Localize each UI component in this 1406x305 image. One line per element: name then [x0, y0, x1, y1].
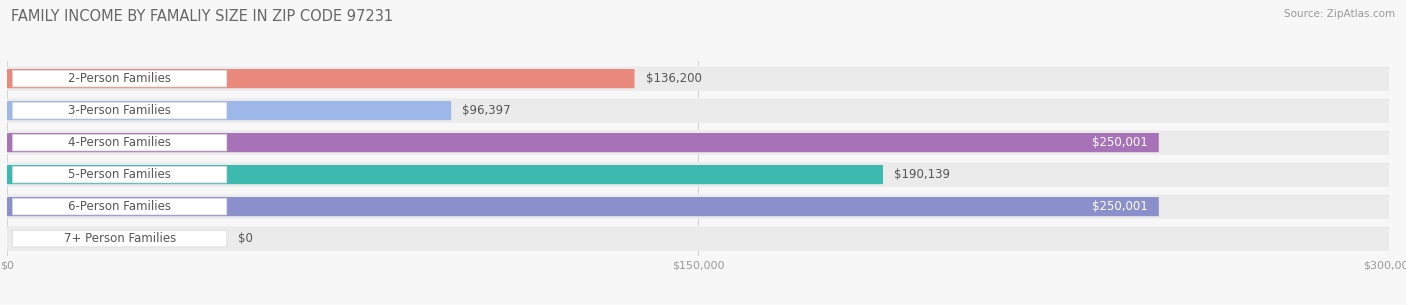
FancyBboxPatch shape	[7, 66, 1389, 91]
Text: 3-Person Families: 3-Person Families	[69, 104, 172, 117]
Text: 6-Person Families: 6-Person Families	[67, 200, 172, 213]
FancyBboxPatch shape	[7, 69, 634, 88]
FancyBboxPatch shape	[7, 133, 1159, 152]
Text: $96,397: $96,397	[463, 104, 510, 117]
FancyBboxPatch shape	[13, 166, 226, 183]
FancyBboxPatch shape	[7, 101, 451, 120]
Text: 7+ Person Families: 7+ Person Families	[63, 232, 176, 245]
Text: $250,001: $250,001	[1092, 200, 1147, 213]
Text: 4-Person Families: 4-Person Families	[67, 136, 172, 149]
FancyBboxPatch shape	[7, 197, 1159, 216]
FancyBboxPatch shape	[7, 131, 1389, 155]
Text: 5-Person Families: 5-Person Families	[69, 168, 172, 181]
Text: Source: ZipAtlas.com: Source: ZipAtlas.com	[1284, 9, 1395, 19]
FancyBboxPatch shape	[13, 134, 226, 151]
Text: FAMILY INCOME BY FAMALIY SIZE IN ZIP CODE 97231: FAMILY INCOME BY FAMALIY SIZE IN ZIP COD…	[11, 9, 394, 24]
FancyBboxPatch shape	[13, 70, 226, 87]
FancyBboxPatch shape	[7, 226, 1389, 251]
Text: $250,001: $250,001	[1092, 136, 1147, 149]
FancyBboxPatch shape	[7, 99, 1389, 123]
FancyBboxPatch shape	[13, 102, 226, 119]
FancyBboxPatch shape	[13, 230, 226, 247]
FancyBboxPatch shape	[7, 165, 883, 184]
Text: $0: $0	[238, 232, 253, 245]
Text: $190,139: $190,139	[894, 168, 950, 181]
FancyBboxPatch shape	[7, 195, 1389, 219]
FancyBboxPatch shape	[13, 198, 226, 215]
Text: $136,200: $136,200	[645, 72, 702, 85]
Text: 2-Person Families: 2-Person Families	[67, 72, 172, 85]
FancyBboxPatch shape	[7, 163, 1389, 187]
